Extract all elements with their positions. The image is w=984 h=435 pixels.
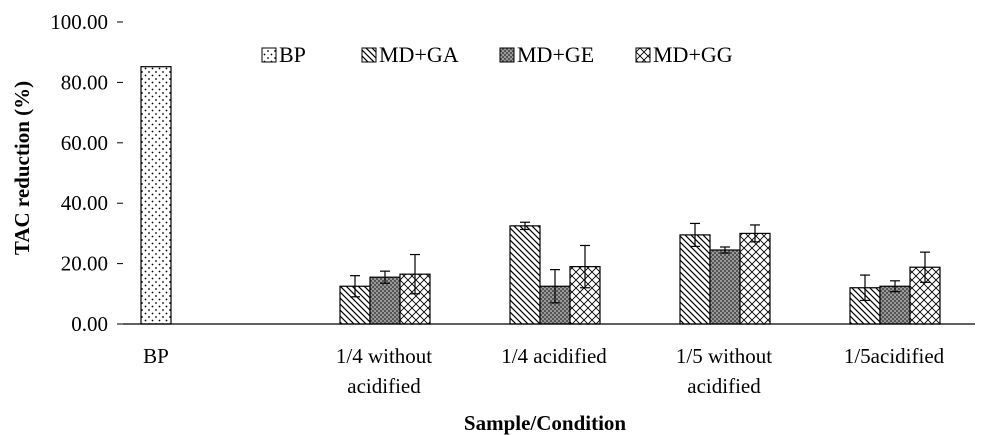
y-axis-title: TAC reduction (%) [10,81,34,255]
x-category-label: acidified [347,374,421,398]
y-tick-label: 80.00 [61,70,108,94]
y-tick-label: 100.00 [50,10,108,34]
bar-md-gg [739,232,771,325]
x-category-label: 1/5acidified [844,344,945,368]
x-axis-categories: BP 1/4 without acidified 1/4 acidified 1/5 w… [143,344,944,398]
x-category-label: 1/4 acidified [501,344,607,368]
x-axis-title: Sample/Condition [464,411,627,435]
x-category-label: 1/4 without [336,344,432,368]
legend-label: MD+GG [653,42,733,67]
legend-label: BP [279,42,306,67]
y-axis-ticks: 0.00 20.00 40.00 60.00 80.00 100.00 [50,10,123,336]
legend-swatch [261,47,277,63]
legend-swatch [361,47,377,63]
y-tick-label: 0.00 [71,312,108,336]
bar-md-ga [679,234,711,325]
x-category-label: acidified [687,374,761,398]
legend-label: MD+GA [379,42,459,67]
bar-md-ge [709,249,741,325]
plot-area [140,66,941,325]
bar-md-ge [369,276,401,325]
bar-bp [140,66,172,325]
legend-swatch [499,47,515,63]
y-tick-label: 20.00 [61,252,108,276]
y-tick-label: 60.00 [61,131,108,155]
legend-label: MD+GE [517,42,594,67]
bar-md-ga [509,225,541,325]
x-category-label: 1/5 without [676,344,772,368]
legend: BP MD+GA MD+GE MD+GG [261,42,733,67]
x-category-label: BP [143,344,169,368]
legend-swatch [635,47,651,63]
y-tick-label: 40.00 [61,191,108,215]
